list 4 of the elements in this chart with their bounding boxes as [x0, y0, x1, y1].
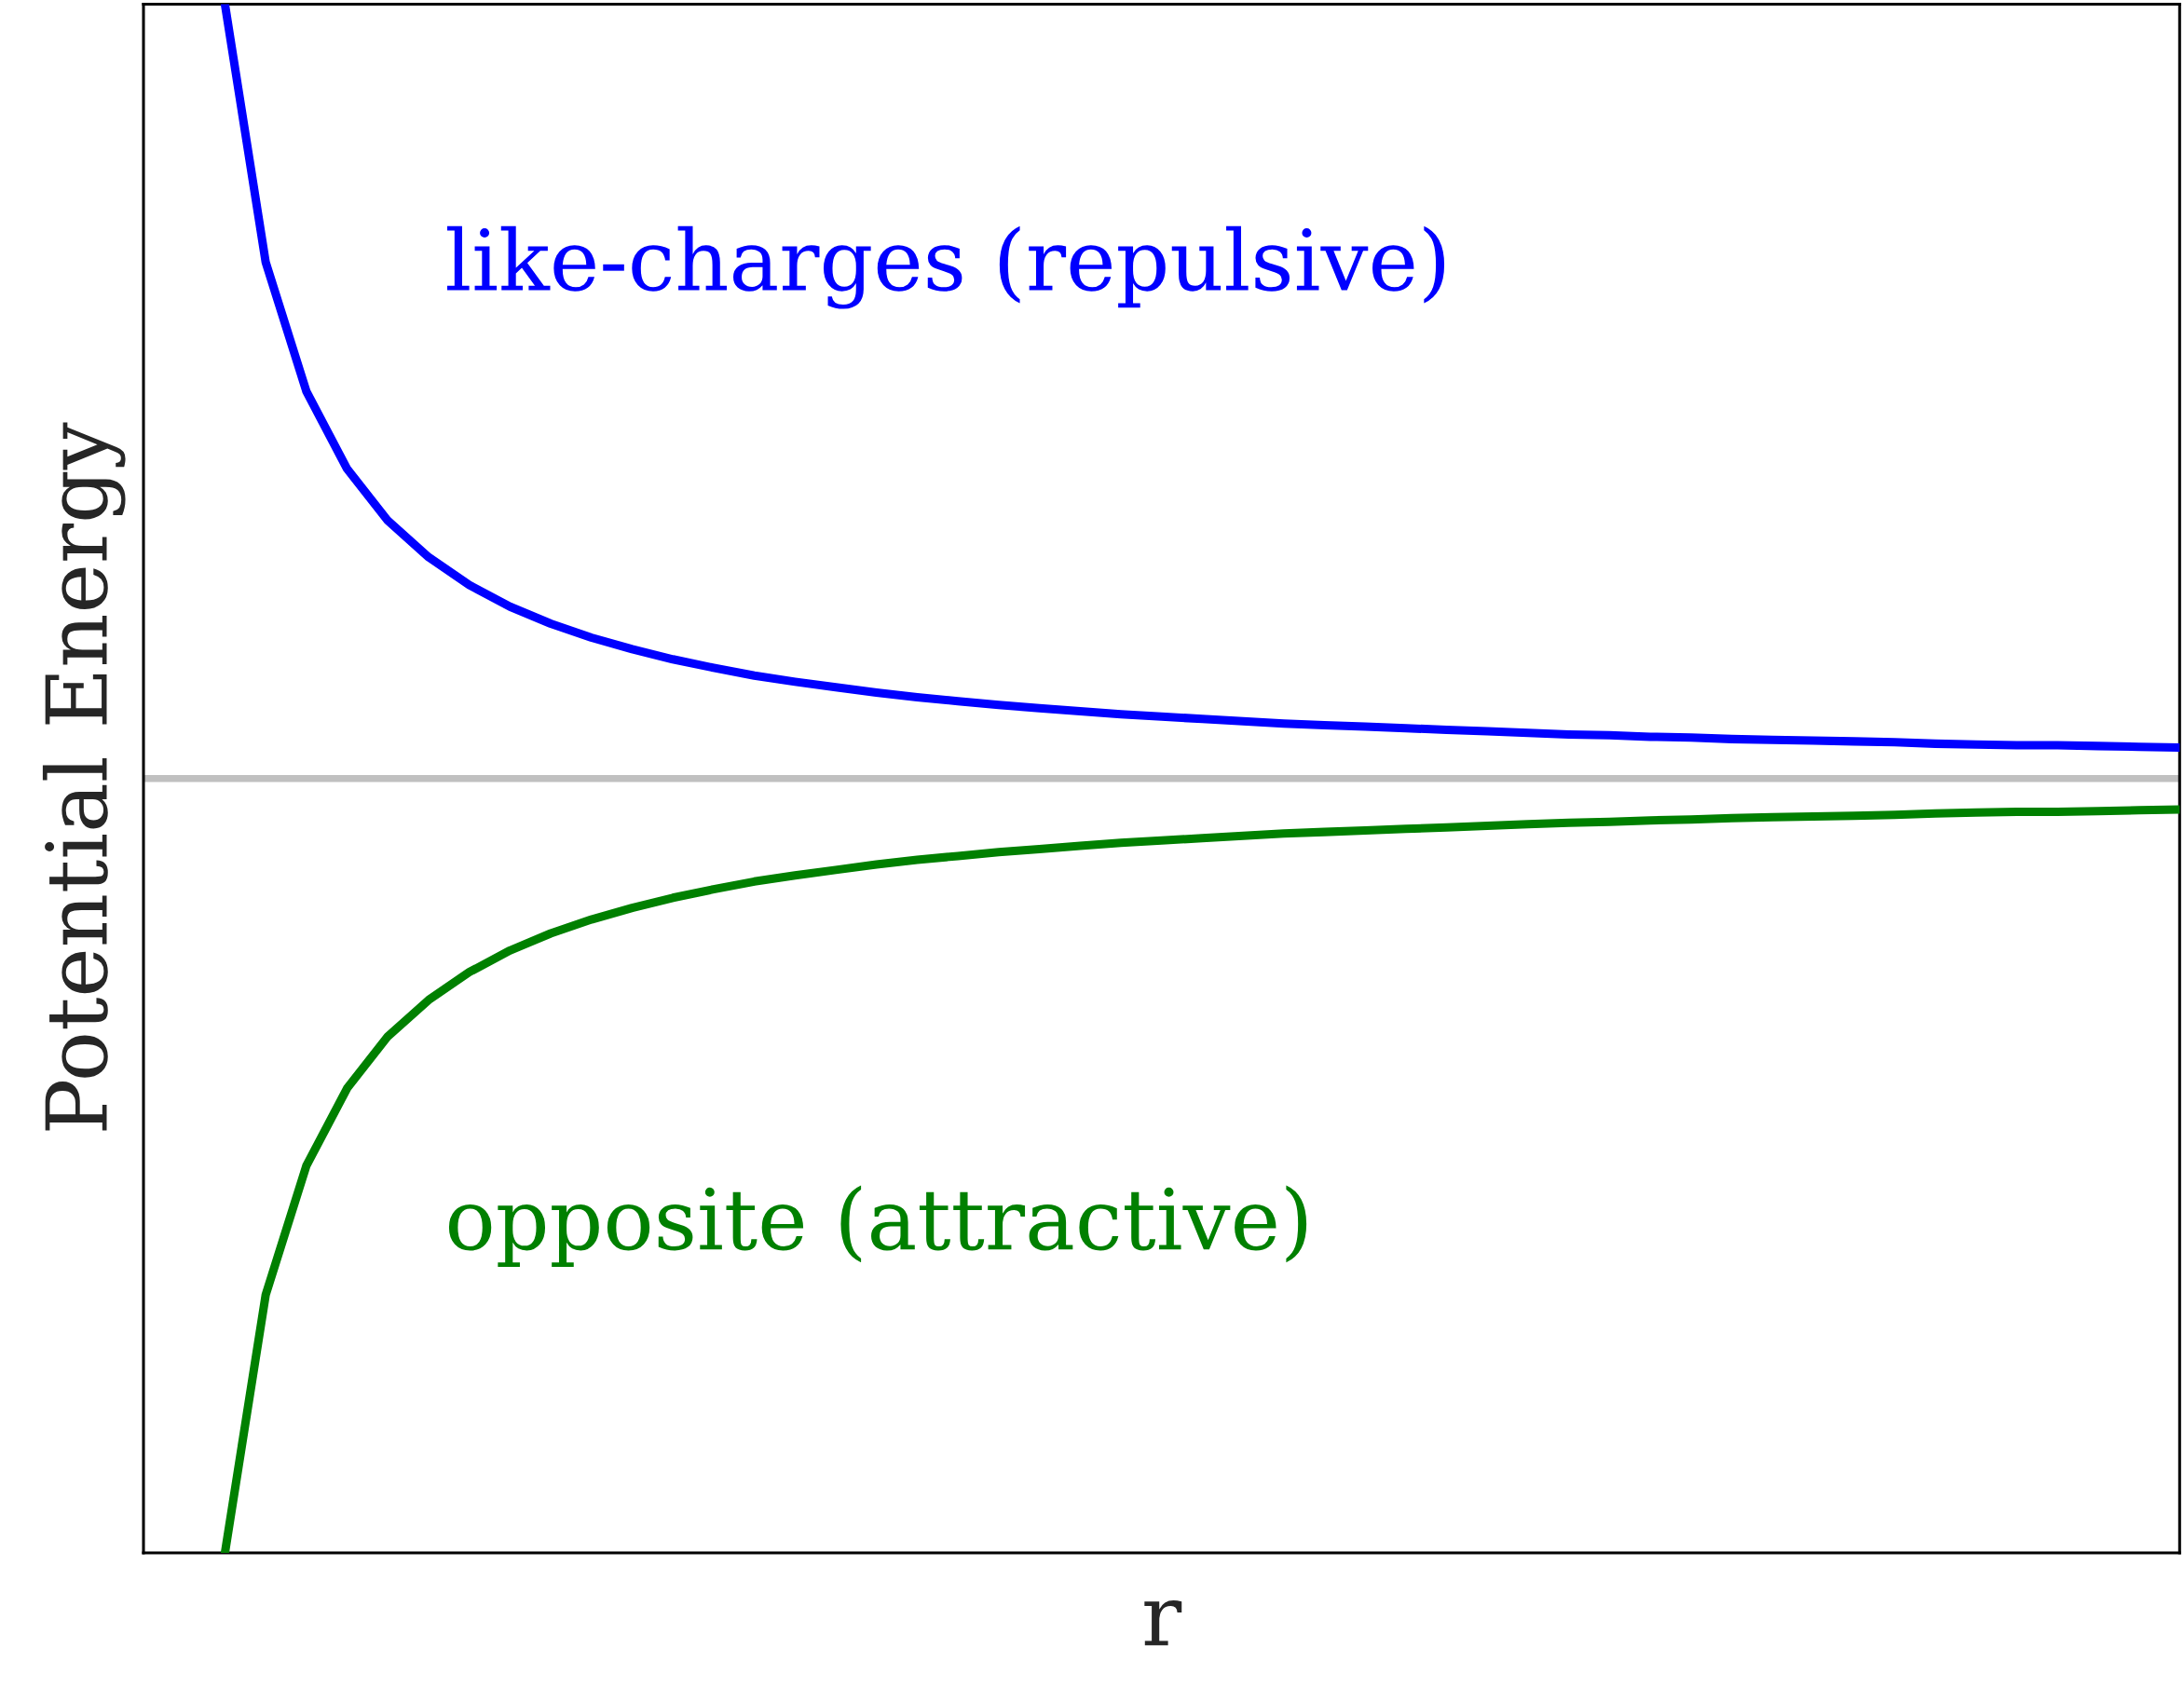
x-axis-title: r	[1144, 1600, 1182, 1646]
series-label: like-charges (repulsive)	[447, 225, 1445, 309]
y-axis-title: Potential Energy	[42, 422, 126, 1131]
series-label: opposite (attractive)	[448, 1185, 1307, 1267]
